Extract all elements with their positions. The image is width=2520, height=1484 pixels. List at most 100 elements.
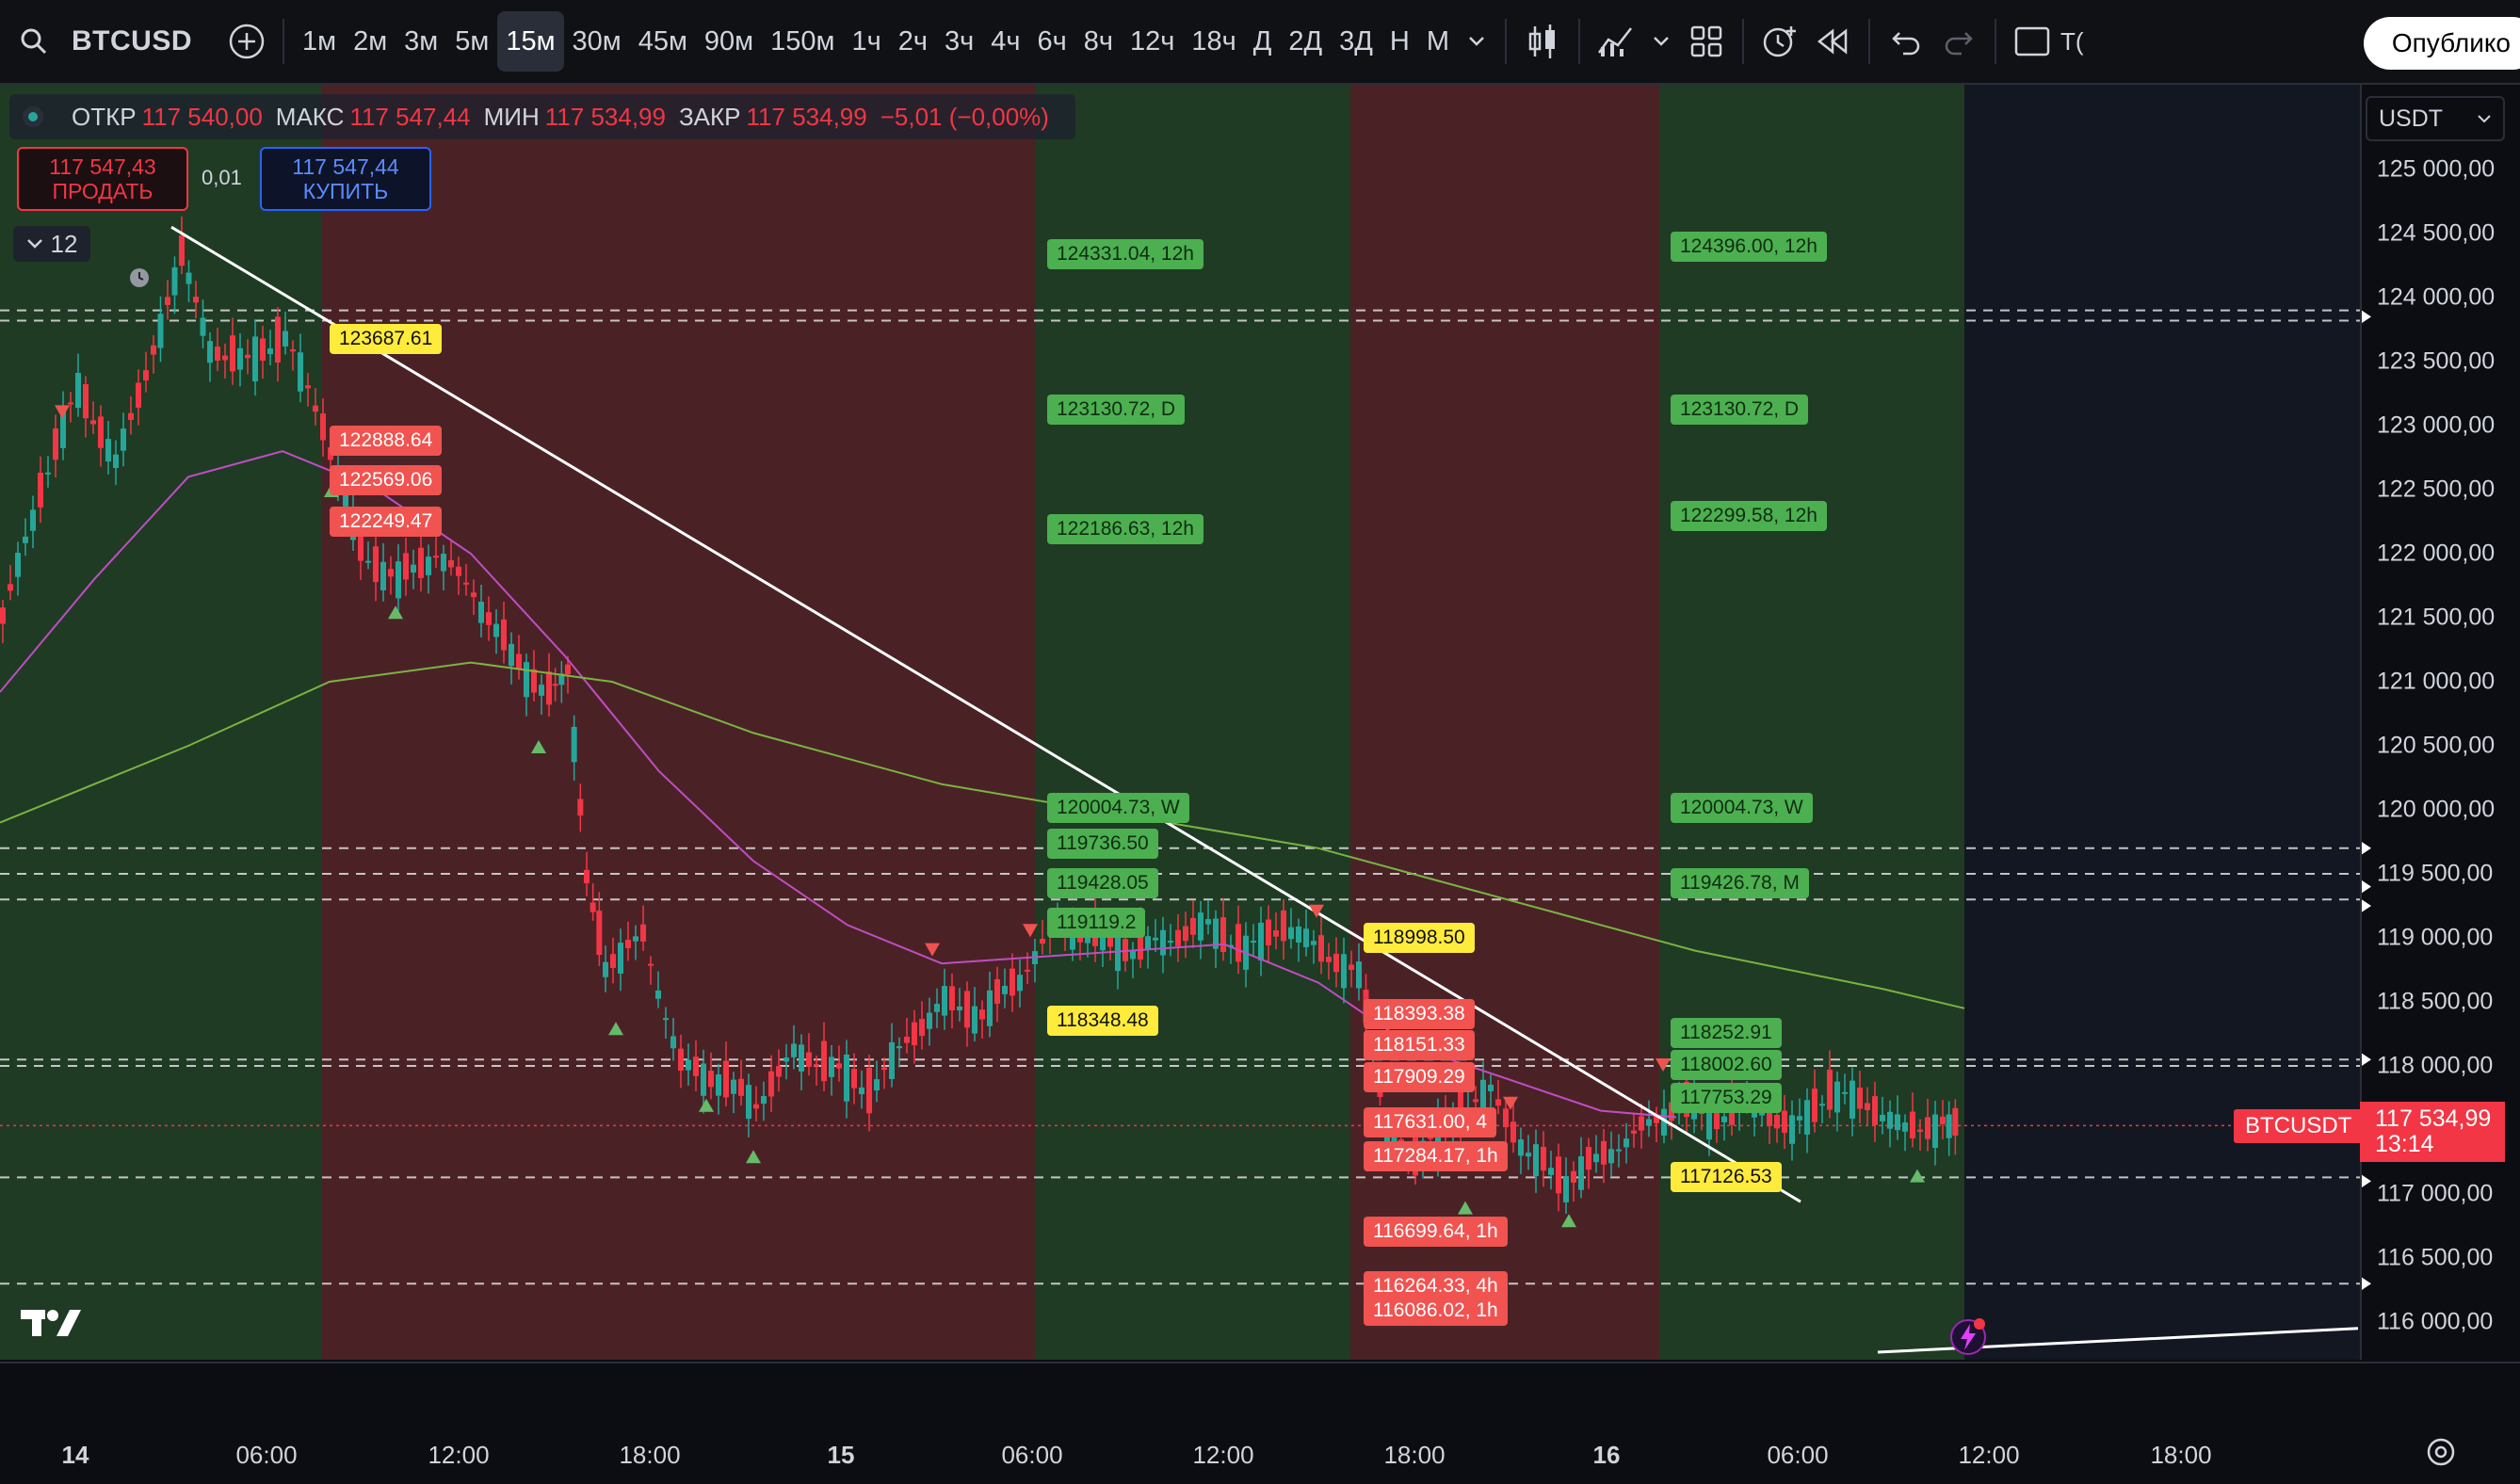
time-tick: 16 [1592,1441,1621,1469]
currency-select[interactable]: USDT [2366,96,2505,141]
timeframe-17[interactable]: 18ч [1191,25,1236,56]
level-label[interactable]: 118002.60 [1671,1050,1782,1080]
candle-body [866,1067,872,1114]
timeframe-12[interactable]: 3ч [944,25,975,56]
publish-button[interactable]: Опублико [2363,17,2520,70]
level-label[interactable]: 118393.38 [1364,999,1475,1029]
indicators-toggle[interactable]: 12 [13,226,90,262]
timeframe-6[interactable]: 30м [572,25,622,56]
replay-icon[interactable] [1806,11,1859,72]
price-axis[interactable] [2360,85,2520,1360]
lightning-icon[interactable] [1947,1316,1989,1363]
redo-icon[interactable] [1932,11,1985,72]
timeframe-4[interactable]: 5м [455,25,490,56]
candle-body [1850,1080,1855,1120]
symbol-name[interactable]: BTCUSD [72,25,192,56]
timeframe-21[interactable]: Н [1389,25,1410,56]
level-label[interactable]: 123130.72, D [1047,395,1186,425]
level-label[interactable]: 116086.02, 1h [1364,1296,1508,1326]
level-label[interactable]: 119736.50 [1047,829,1158,859]
level-label[interactable]: 122249.47 [330,507,443,537]
candle-body [1488,1084,1494,1091]
level-label[interactable]: 122569.06 [330,465,443,495]
buy-button[interactable]: 117 547,44 КУПИТЬ [260,147,431,211]
candle-body [874,1079,880,1091]
level-label[interactable]: 122299.58, 12h [1671,501,1827,531]
candle-body [625,939,631,948]
toolbar-divider [1868,19,1871,64]
level-label[interactable]: 124331.04, 12h [1047,239,1203,269]
price-chart[interactable] [0,85,2520,1360]
timeframe-19[interactable]: 2Д [1288,25,1323,56]
timeframe-11[interactable]: 2ч [897,25,928,56]
signal-triangle [1503,1096,1518,1110]
level-label[interactable]: 117631.00, 4 [1364,1107,1497,1137]
candle-body [1887,1111,1893,1129]
level-label[interactable]: 117284.17, 1h [1364,1141,1508,1171]
market-status-icon[interactable] [23,106,43,127]
time-axis[interactable] [0,1362,2520,1484]
level-label[interactable]: 124396.00, 12h [1671,232,1827,262]
alarm-clock-icon[interactable] [126,264,153,295]
level-label[interactable]: 118998.50 [1364,923,1475,953]
chevron-down-icon[interactable] [1642,11,1680,72]
level-label[interactable]: 123130.72, D [1671,395,1809,425]
level-label[interactable]: 117753.29 [1671,1083,1782,1113]
timeframe-2[interactable]: 2м [353,25,388,56]
level-label[interactable]: 122888.64 [330,426,443,456]
level-label[interactable]: 122186.63, 12h [1047,514,1203,544]
layout-grid-icon[interactable] [1680,11,1733,72]
level-label[interactable]: 119119.2 [1047,908,1146,938]
level-label[interactable]: 117909.29 [1364,1062,1475,1092]
timeframe-9[interactable]: 150м [770,25,835,56]
level-label[interactable]: 120004.73, W [1047,793,1189,823]
level-label[interactable]: 118151.33 [1364,1030,1475,1060]
level-label[interactable]: 119426.78, M [1671,868,1809,898]
ma-slow-line [0,661,1965,1009]
timeframe-1[interactable]: 1м [302,25,337,56]
trading-panel-label[interactable]: Т( [2060,26,2084,56]
add-symbol-icon[interactable] [220,11,273,72]
timeframe-10[interactable]: 1ч [851,25,881,56]
search-icon[interactable] [8,11,60,72]
timeframe-5[interactable]: 15м [497,11,564,72]
timeframe-20[interactable]: 3Д [1339,25,1373,56]
level-label[interactable]: 123687.61 [330,324,443,354]
candle-body [1631,1130,1637,1134]
timeframe-15[interactable]: 8ч [1083,25,1113,56]
level-label[interactable]: 119428.05 [1047,868,1158,898]
chevron-down-icon[interactable] [1458,11,1495,72]
level-label[interactable]: 116699.64, 1h [1364,1217,1508,1247]
candle-body [821,1040,827,1082]
indicators-icon[interactable] [1590,11,1642,72]
order-quantity[interactable]: 0,01 [202,166,242,189]
candle-body [1236,924,1241,962]
low-label: МИН [483,102,540,131]
timeframe-18[interactable]: Д [1252,25,1272,56]
undo-icon[interactable] [1880,11,1932,72]
candle-body [83,383,89,419]
level-label[interactable]: 118348.48 [1047,1006,1158,1036]
candles-icon[interactable] [1516,11,1569,72]
timeframe-8[interactable]: 90м [703,25,754,56]
level-label[interactable]: 118252.91 [1671,1018,1782,1048]
timeframe-3[interactable]: 3м [404,25,439,56]
timeframe-13[interactable]: 4ч [991,25,1021,56]
timeframe-16[interactable]: 12ч [1129,25,1175,56]
timeframe-22[interactable]: М [1426,25,1450,56]
sell-button[interactable]: 117 547,43 ПРОДАТЬ [17,147,188,211]
level-arrow [2360,840,2371,856]
tradingview-logo[interactable] [21,1303,83,1350]
candle-body [1526,1153,1531,1157]
level-label[interactable]: 120004.73, W [1671,793,1813,823]
fullscreen-icon[interactable] [2006,11,2059,72]
candle-body [1533,1144,1539,1177]
timeframe-14[interactable]: 6ч [1037,25,1067,56]
candle-body [1932,1114,1938,1148]
open-label: ОТКР [72,102,137,131]
settings-icon[interactable] [2424,1435,2458,1474]
alert-clock-icon[interactable] [1753,11,1806,72]
timeframe-7[interactable]: 45м [638,25,687,56]
level-label[interactable]: 117126.53 [1671,1162,1782,1192]
price-tick: 116 000,00 [2377,1308,2494,1335]
